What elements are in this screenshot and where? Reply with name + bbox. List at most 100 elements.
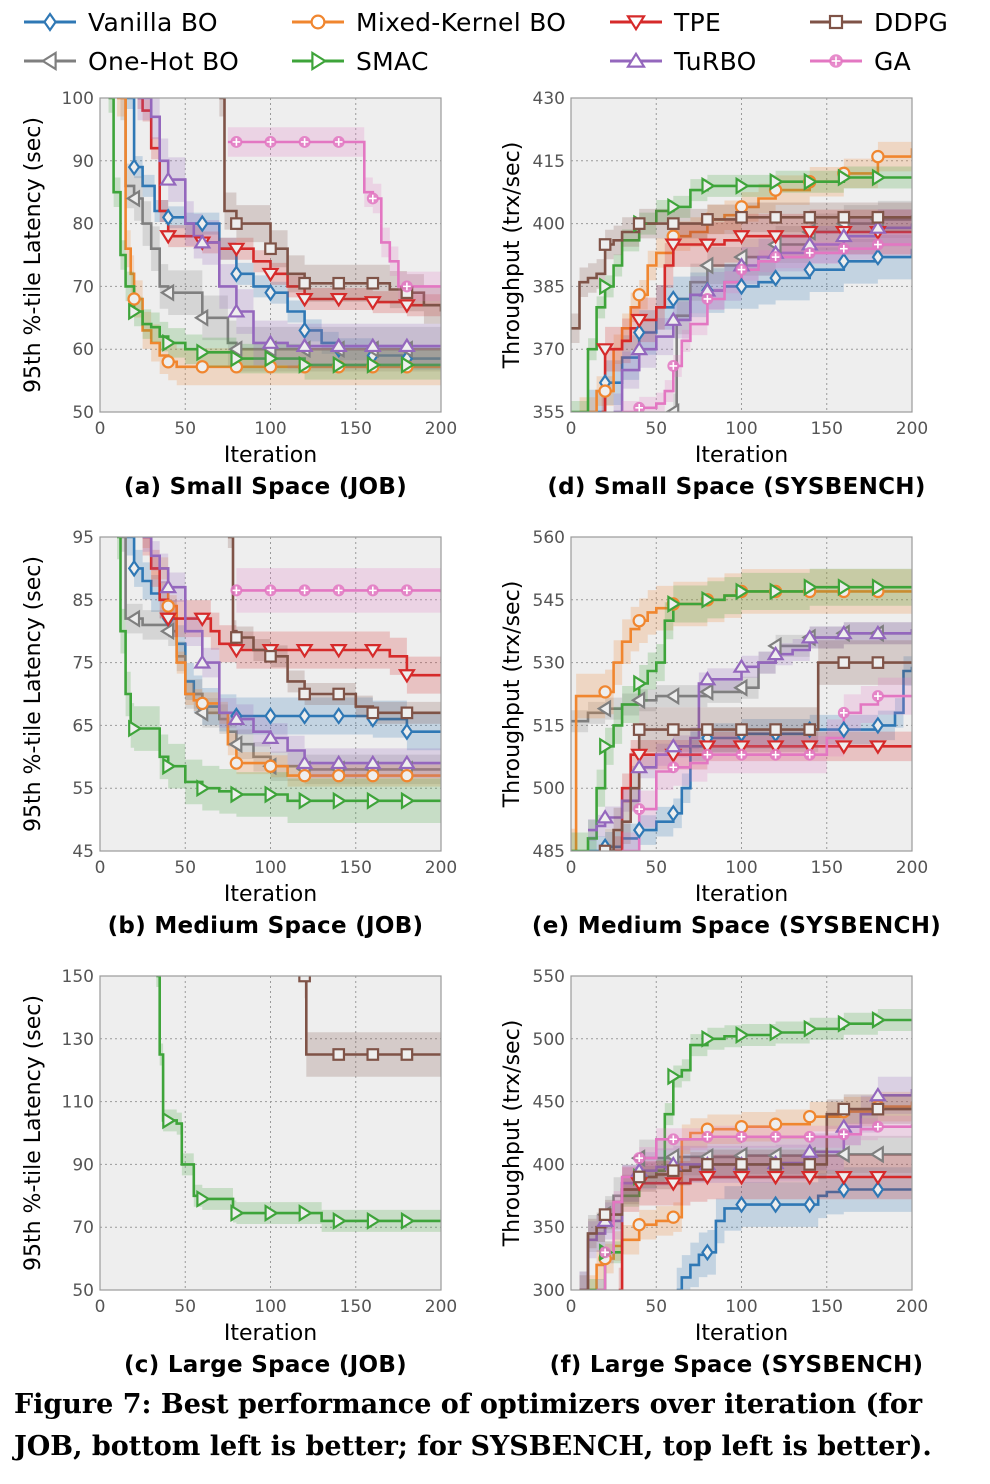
data-point-mixed-kernel-bo — [666, 597, 681, 611]
data-point-tpe — [766, 230, 785, 245]
data-point-turbo — [698, 670, 717, 686]
data-point-turbo — [193, 654, 212, 669]
confidence-band-tpe — [137, 98, 441, 317]
data-point-vanilla-bo — [735, 724, 748, 743]
legend-item-ga: GA — [808, 41, 911, 81]
data-point-turbo — [630, 1162, 649, 1177]
y-tick-label: 90 — [72, 1155, 94, 1175]
data-point-mixed-kernel-bo — [161, 599, 175, 613]
data-point-one-hot-bo — [228, 735, 243, 754]
panel-caption-e: (e) Medium Space (SYSBENCH) — [531, 913, 942, 939]
legend-label: DDPG — [874, 7, 949, 37]
data-point-smac — [871, 1010, 887, 1029]
data-point-vanilla-bo — [400, 722, 414, 741]
data-point-smac — [701, 1029, 716, 1048]
data-point-turbo — [630, 340, 649, 356]
confidence-band-tpe — [618, 1154, 912, 1290]
data-point-vanilla-bo — [400, 349, 414, 368]
data-point-ga — [803, 748, 816, 761]
confidence-band-mixed-kernel-bo — [142, 537, 441, 787]
data-point-vanilla-bo — [196, 697, 209, 716]
series-line-tpe — [613, 745, 912, 851]
x-tick-label: 50 — [645, 1297, 667, 1317]
data-point-ddpg — [332, 687, 346, 701]
data-point-ga — [332, 136, 345, 148]
data-point-tpe — [261, 644, 280, 659]
y-tick-label: 50 — [72, 403, 94, 423]
data-point-one-hot-bo — [835, 624, 850, 643]
data-point-one-hot-bo — [733, 248, 748, 267]
data-point-tpe — [630, 313, 649, 329]
data-point-ddpg — [666, 723, 680, 736]
y-tick-label: 65 — [72, 716, 94, 736]
data-point-vanilla-bo — [264, 707, 277, 725]
confidence-band-one-hot-bo — [673, 196, 912, 412]
series-line-mixed-kernel-bo — [579, 148, 912, 412]
data-point-ddpg — [735, 210, 748, 224]
data-point-mixed-kernel-bo — [700, 593, 715, 607]
data-point-smac — [803, 578, 819, 597]
series-line-tpe — [601, 230, 912, 412]
data-point-mixed-kernel-bo — [837, 584, 851, 599]
x-tick-label: 150 — [811, 419, 843, 439]
legend-swatch-smac — [292, 51, 344, 71]
data-point-tpe — [227, 242, 246, 258]
data-point-one-hot-bo — [630, 1149, 646, 1168]
data-point-ga — [735, 748, 748, 761]
x-tick-label: 0 — [566, 419, 577, 439]
data-point-one-hot-bo — [664, 687, 680, 706]
series-line-mixed-kernel-bo — [117, 98, 441, 369]
y-axis-label: 95th %-tile Latency (sec) — [21, 556, 46, 832]
data-point-ddpg — [666, 1164, 680, 1178]
data-point-tpe — [834, 225, 853, 241]
data-point-tpe — [329, 292, 348, 308]
data-point-smac — [400, 355, 416, 374]
series-line-mixed-kernel-bo — [571, 590, 912, 851]
legend-label: One-Hot BO — [88, 46, 240, 76]
confidence-band-ddpg — [579, 1094, 912, 1290]
data-point-ddpg — [803, 1158, 817, 1171]
data-point-turbo — [295, 337, 314, 353]
data-point-ddpg — [666, 217, 680, 230]
legend-item-one-hot-bo: One-Hot BO — [22, 41, 239, 81]
series-line-smac — [588, 1018, 912, 1290]
data-point-vanilla-bo — [769, 1195, 782, 1214]
y-tick-label: 300 — [533, 1281, 565, 1301]
y-axis-label: 95th %-tile Latency (sec) — [21, 117, 46, 393]
data-point-tpe — [800, 225, 819, 241]
panel-caption-b: (b) Medium Space (JOB) — [107, 913, 424, 939]
data-point-tpe — [800, 740, 819, 755]
data-point-ddpg — [701, 1158, 714, 1171]
data-point-smac — [769, 582, 784, 601]
data-point-turbo — [766, 645, 785, 661]
y-tick-label: 550 — [533, 967, 565, 987]
data-point-turbo — [363, 337, 382, 353]
data-point-smac — [735, 582, 750, 601]
data-point-ddpg — [298, 276, 311, 290]
data-point-ga — [837, 706, 850, 719]
data-point-ddpg — [400, 286, 414, 300]
y-tick-label: 500 — [533, 779, 565, 799]
data-point-mixed-kernel-bo — [263, 759, 278, 773]
x-tick-label: 100 — [254, 419, 286, 439]
y-tick-label: 70 — [72, 1218, 94, 1238]
x-tick-label: 50 — [174, 858, 196, 878]
y-tick-label: 350 — [533, 1218, 565, 1238]
confidence-band-vanilla-bo — [676, 1167, 912, 1290]
plot-frame — [570, 97, 913, 413]
data-point-ga — [633, 401, 646, 412]
x-tick-label: 100 — [254, 1297, 286, 1317]
series-line-ddpg — [571, 216, 912, 330]
data-point-turbo — [397, 754, 416, 770]
data-point-smac — [230, 1204, 245, 1223]
x-tick-label: 100 — [254, 858, 286, 878]
y-tick-label: 50 — [72, 1281, 94, 1301]
legend-swatch-one-hot-bo — [24, 51, 76, 71]
data-point-ddpg — [298, 976, 311, 983]
confidence-band-ddpg — [571, 202, 912, 344]
x-tick-label: 200 — [425, 1297, 457, 1317]
data-point-turbo — [868, 1086, 887, 1102]
data-point-mixed-kernel-bo — [871, 1099, 885, 1114]
data-point-ga — [735, 1130, 748, 1143]
data-point-vanilla-bo — [366, 710, 380, 729]
